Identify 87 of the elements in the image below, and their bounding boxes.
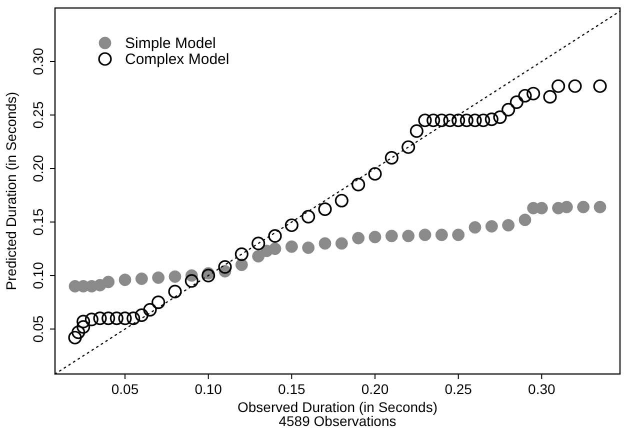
point (368, 167, 382, 181)
point (152, 271, 165, 284)
point (594, 200, 606, 214)
point (443, 114, 457, 128)
point (384, 151, 398, 165)
point (468, 114, 482, 128)
point (460, 114, 474, 128)
point (143, 302, 157, 317)
point (484, 112, 498, 126)
x-tick-label: 0.05 (111, 381, 139, 397)
y-axis-title: Predicted Duration (in Seconds) (3, 92, 19, 290)
legend-label: Simple Model (125, 35, 216, 52)
point (526, 86, 540, 100)
point (152, 296, 166, 310)
point (168, 270, 182, 283)
point (110, 312, 124, 326)
point (335, 237, 348, 250)
point (593, 79, 607, 93)
x-axis-title: Observed Duration (in Seconds) (238, 399, 438, 415)
x-tick-label: 0.20 (361, 381, 389, 397)
point (84, 312, 98, 326)
y-tick-label: 0.25 (30, 101, 46, 129)
point (118, 274, 132, 286)
point (118, 312, 132, 326)
point (402, 140, 416, 154)
point (452, 228, 465, 242)
point (68, 330, 82, 344)
y-tick-label: 0.20 (30, 154, 46, 182)
point (184, 274, 198, 288)
point (552, 79, 566, 93)
point (410, 124, 424, 138)
x-tick-label: 0.25 (444, 381, 472, 397)
point (202, 268, 216, 282)
point (418, 228, 432, 242)
y-tick-label: 0.10 (30, 262, 46, 290)
y-tick-label: 0.15 (30, 208, 46, 236)
point (102, 276, 115, 288)
y-tick-label: 0.30 (30, 48, 46, 76)
point (268, 229, 282, 243)
legend-label: Complex Model (125, 51, 230, 68)
point (568, 79, 582, 93)
point (518, 214, 532, 226)
point (426, 114, 440, 128)
point (318, 237, 332, 250)
point (418, 114, 432, 128)
y-tick-label: 0.05 (30, 315, 46, 343)
point (435, 228, 448, 242)
point (168, 284, 182, 298)
point (318, 202, 332, 216)
x-tick-label: 0.10 (194, 381, 222, 397)
point (76, 320, 90, 334)
point (252, 236, 266, 250)
point (134, 308, 148, 322)
point (577, 200, 590, 214)
point (485, 220, 498, 233)
point (352, 178, 366, 192)
point (284, 218, 298, 232)
point (510, 95, 524, 109)
point (135, 272, 148, 286)
point (493, 110, 507, 124)
point (543, 90, 557, 104)
point (102, 312, 116, 326)
point (93, 312, 107, 326)
point (76, 314, 90, 328)
point (476, 114, 490, 128)
point (502, 218, 515, 232)
point (218, 260, 232, 274)
point (452, 114, 466, 128)
point (126, 312, 140, 326)
point (402, 230, 415, 242)
point (468, 221, 482, 234)
point (302, 210, 316, 224)
point (234, 247, 248, 261)
point (434, 114, 448, 128)
point (502, 102, 516, 116)
point (368, 230, 382, 244)
point (352, 232, 365, 244)
point (72, 325, 86, 340)
point (285, 240, 298, 253)
point (518, 88, 532, 103)
x-tick-label: 0.15 (278, 381, 306, 397)
point (235, 258, 248, 272)
point (385, 230, 398, 242)
x-tick-label: 0.30 (528, 381, 556, 397)
point (302, 241, 315, 254)
point (334, 194, 348, 208)
point (268, 242, 282, 256)
